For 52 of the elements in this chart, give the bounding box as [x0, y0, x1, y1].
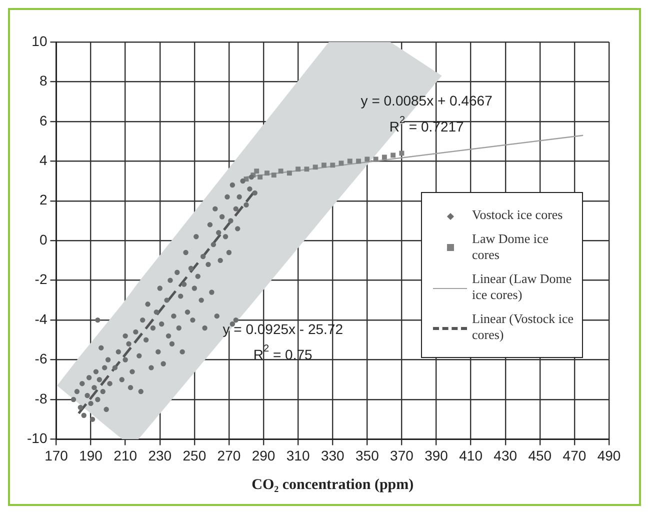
- x-tick-label: 250: [182, 447, 206, 464]
- x-axis-title: CO₂ concentration (ppm): [252, 476, 414, 493]
- x-tick-label: 190: [79, 447, 103, 464]
- y-tick-label: 6: [39, 112, 48, 128]
- x-tick-label: 270: [217, 447, 241, 464]
- point: [264, 170, 270, 176]
- y-tick-label: 10: [32, 32, 48, 49]
- x-tick-label: 210: [114, 447, 138, 464]
- y-tick-label: -4: [34, 310, 48, 327]
- point: [271, 172, 276, 178]
- point: [304, 166, 310, 172]
- x-tick-label: 430: [494, 447, 518, 464]
- y-tick-label: -6: [34, 350, 48, 367]
- point: [296, 166, 301, 172]
- point: [258, 174, 263, 180]
- point: [278, 168, 284, 174]
- point: [373, 156, 378, 162]
- x-tick-label: 390: [424, 447, 448, 464]
- x-tick-label: 330: [320, 447, 345, 464]
- y-tick-label: 2: [39, 192, 48, 208]
- y-tick-label: -8: [34, 390, 48, 406]
- x-tick-label: 350: [355, 447, 380, 464]
- x-tick-label: 470: [562, 447, 586, 464]
- point: [399, 150, 404, 156]
- point: [312, 164, 318, 170]
- point: [382, 154, 387, 160]
- x-tick-label: 370: [390, 447, 414, 464]
- y-tick-label: 0: [39, 231, 48, 248]
- legend-label: Law Dome ice cores: [472, 231, 550, 263]
- x-tick-label: 170: [44, 447, 68, 464]
- x-tick-label: 490: [597, 447, 621, 464]
- point: [322, 162, 326, 168]
- point: [347, 158, 352, 164]
- x-tick-label: 310: [286, 447, 310, 464]
- y-tick-label: 8: [39, 72, 48, 89]
- point: [364, 156, 370, 162]
- point: [254, 168, 260, 174]
- point: [338, 160, 344, 166]
- x-tick-label: 290: [252, 447, 276, 464]
- legend-label: Linear (Vostock ice cores): [472, 311, 575, 343]
- y-tick-label: -2: [34, 271, 48, 288]
- x-tick-label: 450: [528, 447, 552, 464]
- y-tick-label: -10: [27, 430, 48, 446]
- point: [286, 170, 292, 176]
- legend-label: Vostock ice cores: [472, 207, 563, 223]
- point: [390, 152, 396, 158]
- y-tick-label: 4: [39, 152, 48, 168]
- point: [330, 162, 336, 168]
- x-tick-label: 230: [148, 447, 172, 464]
- legend-label: Linear (Law Dome ice cores): [472, 271, 573, 303]
- x-tick-label: 410: [459, 447, 483, 464]
- point: [356, 158, 362, 164]
